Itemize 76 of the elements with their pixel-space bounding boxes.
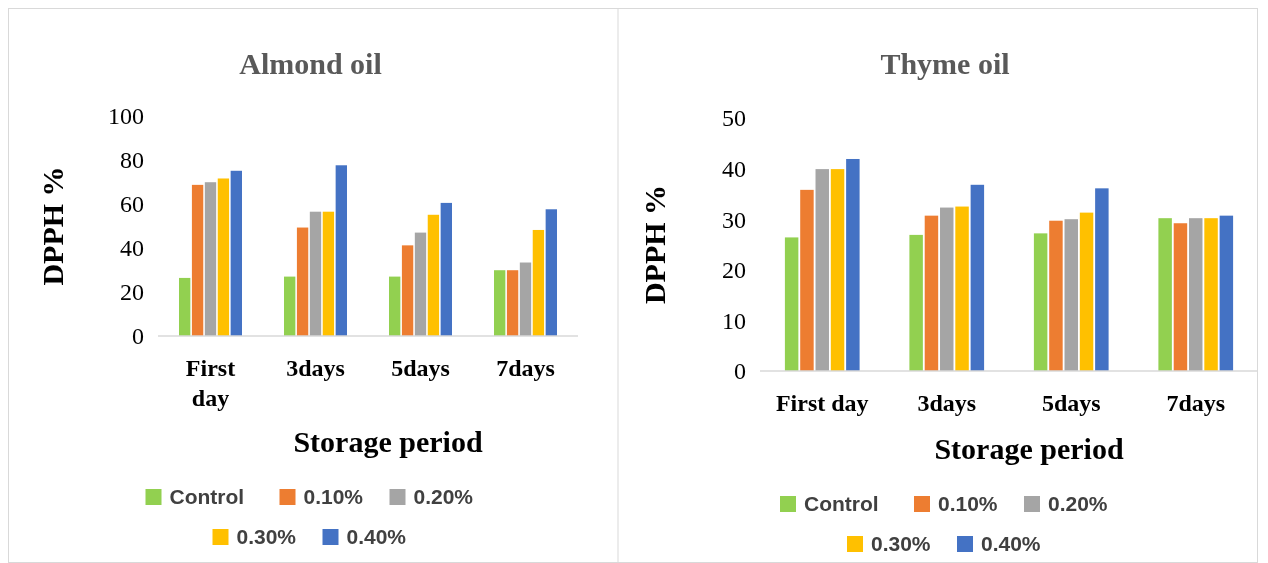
x-tick-label: 3days — [286, 355, 345, 381]
y-tick-label: 0 — [132, 323, 144, 350]
legend-label: 0.30% — [236, 525, 297, 549]
legend-label: Control — [804, 492, 879, 516]
x-tick-label: 7days — [1166, 390, 1226, 416]
bar — [1158, 218, 1172, 371]
bar — [846, 158, 860, 371]
y-tick-label: 80 — [120, 147, 144, 174]
bar — [970, 184, 985, 371]
bar — [389, 276, 401, 336]
legend-label: 0.30% — [871, 532, 931, 556]
chart-title: Thyme oil — [880, 47, 1010, 80]
legend-label: 0.10% — [303, 485, 364, 509]
y-tick-label: 60 — [120, 191, 144, 218]
bar — [217, 178, 230, 336]
y-axis-title: DPPH % — [638, 184, 671, 305]
bar — [924, 215, 939, 371]
y-tick-label: 20 — [120, 279, 144, 306]
bar — [1189, 218, 1203, 371]
legend-label: 0.40% — [981, 532, 1041, 556]
bar — [909, 234, 923, 371]
x-tick-label: 3days — [917, 390, 977, 416]
bar — [427, 214, 440, 336]
bar — [532, 229, 545, 336]
bar — [191, 184, 204, 336]
x-tick-label: First day — [775, 390, 869, 416]
chart-title: Almond oil — [239, 47, 382, 80]
legend-label: 0.40% — [346, 525, 407, 549]
bar — [800, 189, 814, 371]
y-tick-label: 40 — [120, 235, 144, 262]
bar — [1033, 233, 1048, 371]
bar — [335, 165, 347, 336]
bar — [204, 182, 217, 336]
bar — [322, 211, 335, 336]
y-tick-label: 100 — [108, 103, 144, 130]
y-tick-label: 20 — [722, 257, 746, 284]
x-tick-label: 5days — [1041, 390, 1101, 416]
bar — [1064, 219, 1078, 371]
legend-label: 0.10% — [938, 492, 998, 516]
legend-label: Control — [169, 485, 245, 509]
legend-label: 0.20% — [413, 485, 474, 509]
y-tick-label: 0 — [734, 358, 746, 385]
x-axis-title: Storage period — [293, 425, 483, 458]
bar — [296, 227, 309, 336]
x-tick-label: First day — [185, 355, 236, 411]
bar — [440, 202, 452, 336]
bar — [506, 270, 519, 336]
bar — [1204, 218, 1218, 371]
bar — [1049, 220, 1063, 371]
bar — [1079, 212, 1094, 371]
x-tick-label: 7days — [496, 355, 555, 381]
bar — [494, 270, 506, 336]
x-tick-label: 5days — [391, 355, 450, 381]
bar — [784, 237, 799, 371]
bar — [230, 170, 242, 336]
y-tick-label: 40 — [722, 156, 746, 182]
bar — [545, 209, 557, 336]
legend-label: 0.20% — [1048, 492, 1108, 516]
y-axis-title: DPPH % — [36, 166, 69, 286]
bar — [1173, 223, 1188, 371]
bar — [955, 206, 969, 371]
bar — [830, 169, 845, 371]
bar — [1095, 188, 1109, 371]
y-tick-label: 50 — [722, 105, 746, 132]
bar — [940, 207, 954, 371]
bar — [179, 277, 191, 336]
bar — [309, 211, 322, 336]
bar — [401, 245, 414, 336]
x-axis-title: Storage period — [934, 432, 1124, 465]
bar — [815, 169, 829, 371]
y-tick-label: 10 — [722, 307, 746, 334]
bar — [414, 232, 427, 336]
bar — [284, 276, 296, 336]
bar — [1219, 215, 1234, 371]
y-tick-label: 30 — [722, 206, 746, 233]
bar — [519, 262, 532, 336]
